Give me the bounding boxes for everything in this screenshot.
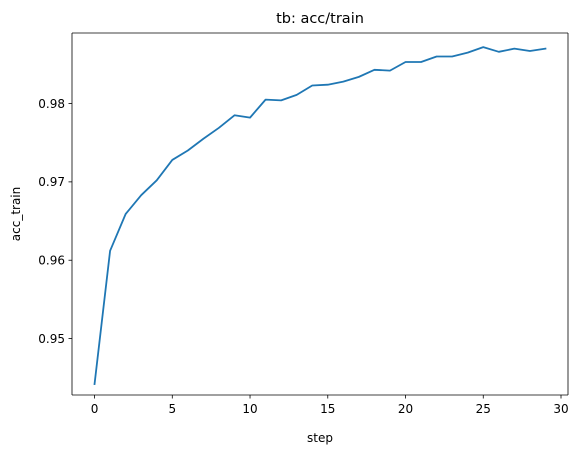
data-point [156,179,158,181]
data-point [420,61,422,63]
data-point [280,99,282,101]
x-axis-label: step [307,431,333,445]
x-tick-label: 0 [91,402,99,416]
data-point [187,150,189,152]
data-point [125,213,127,215]
data-point [202,138,204,140]
data-point [498,51,500,53]
data-point [451,56,453,58]
x-axis-ticks: 0 5 10 15 20 25 30 [91,395,569,416]
data-point [529,50,531,52]
x-tick-label: 30 [553,402,568,416]
data-point [94,383,96,385]
x-tick-label: 5 [168,402,176,416]
data-point [296,94,298,96]
data-point [265,99,267,101]
data-point [218,127,220,129]
data-point [249,117,251,119]
series-layer [93,46,547,386]
x-tick-label: 25 [476,402,491,416]
data-point [389,70,391,72]
data-point [436,56,438,58]
x-tick-label: 20 [398,402,413,416]
plot-area [72,33,568,395]
data-point [482,46,484,48]
data-point [513,48,515,50]
data-point [374,69,376,71]
chart-title: tb: acc/train [276,11,364,27]
series-line-0 [93,46,547,386]
data-point [327,84,329,86]
x-tick-label: 15 [320,402,335,416]
data-point [467,52,469,54]
y-tick-label: 0.98 [38,97,65,111]
y-tick-label: 0.95 [38,332,65,346]
y-tick-label: 0.96 [38,254,65,268]
x-tick-label: 10 [242,402,257,416]
data-point [405,61,407,63]
axes-spines [71,32,569,396]
data-point [140,194,142,196]
data-point [311,85,313,87]
data-point [234,114,236,116]
data-point [171,159,173,161]
data-point [358,76,360,78]
y-tick-label: 0.97 [38,175,65,189]
y-axis-ticks: 0.95 0.96 0.97 0.98 [38,97,72,346]
y-axis-label: acc_train [9,187,23,241]
data-point [109,250,111,252]
data-point [545,48,547,50]
data-point [342,81,344,83]
